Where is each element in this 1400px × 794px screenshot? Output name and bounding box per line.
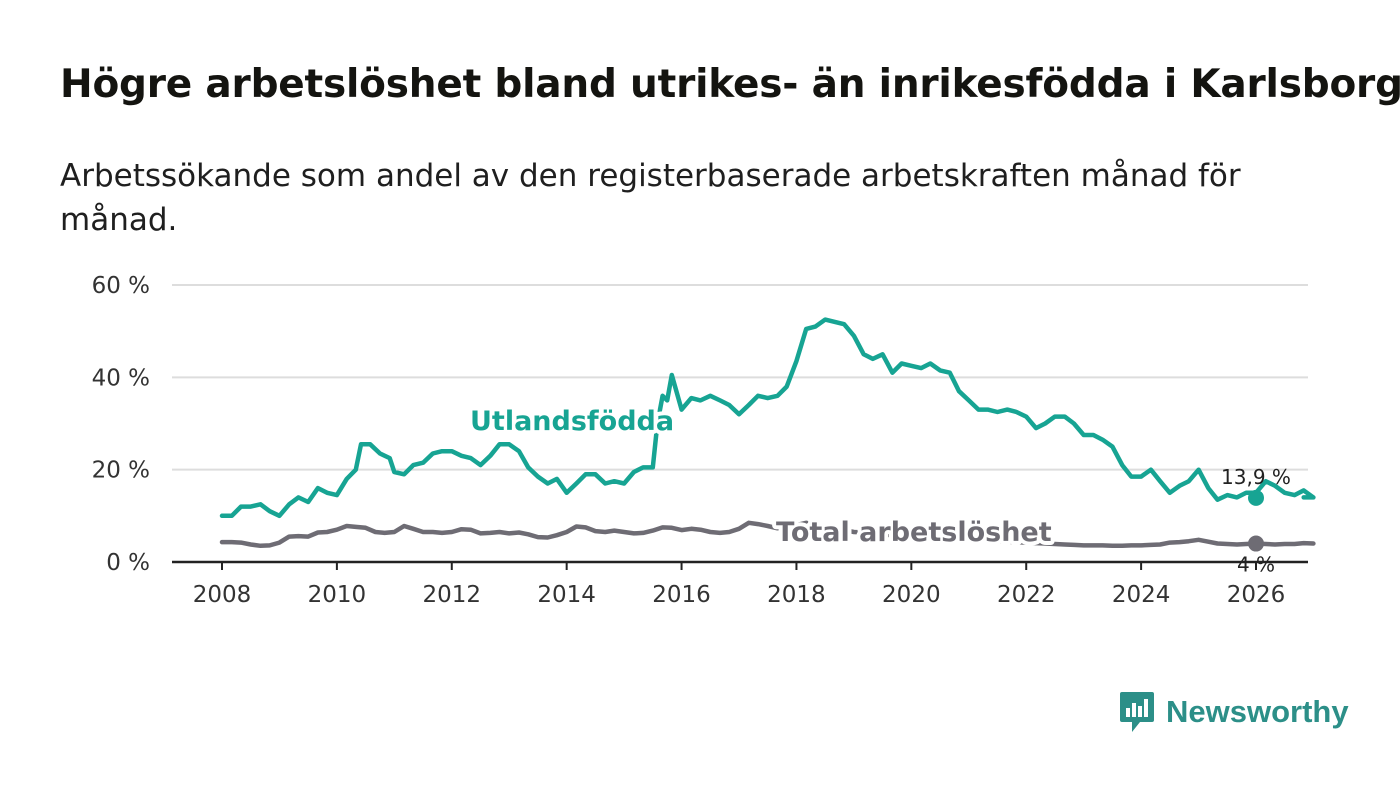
x-tick-label: 2016 [652, 582, 711, 608]
x-tick-label: 2024 [1112, 582, 1171, 608]
x-tick-label: 2010 [308, 582, 367, 608]
end-point-utlandsfodda [1248, 489, 1264, 506]
series-line-total [219, 520, 1316, 549]
gridlines [172, 284, 1308, 564]
x-tick-label: 2022 [997, 582, 1056, 608]
end-label-total: 4 % [1237, 553, 1275, 577]
y-axis-ticks: 0 % 20 % 40 % 60 % [92, 273, 150, 576]
x-axis-ticks: 2008 2010 2012 2014 2016 2018 2020 2022 2024 2026 [193, 562, 1286, 608]
y-tick-label: 60 % [92, 273, 150, 299]
y-tick-label: 0 % [106, 550, 150, 576]
x-tick-label: 2012 [423, 582, 482, 608]
series-label-total: Total arbetslöshet [776, 517, 1052, 548]
x-tick-label: 2026 [1227, 582, 1286, 608]
newsworthy-logo-icon [1120, 692, 1154, 732]
y-tick-label: 20 % [92, 458, 150, 484]
end-label-utlandsfodda: 13,9 % [1221, 465, 1291, 489]
x-tick-label: 2018 [767, 582, 826, 608]
series-label-utlandsfodda: Utlandsfödda [470, 406, 674, 437]
brand-name: Newsworthy [1166, 694, 1349, 729]
series-labels: 13,9 % 4 % Utlandsfödda Total arbetslöshet [466, 402, 1291, 577]
series-lines [219, 317, 1316, 549]
x-tick-label: 2008 [193, 582, 252, 608]
x-tick-label: 2020 [882, 582, 941, 608]
series-line-utlandsfodda [219, 317, 1316, 519]
chart-title: Högre arbetslöshet bland utrikes- än inr… [60, 62, 1400, 107]
x-tick-label: 2014 [537, 582, 596, 608]
end-point-total [1248, 535, 1264, 552]
brand-logo[interactable]: Newsworthy [1118, 690, 1349, 734]
chart-subtitle: Arbetssökande som andel av den registerb… [60, 158, 1241, 238]
y-tick-label: 40 % [92, 365, 150, 391]
